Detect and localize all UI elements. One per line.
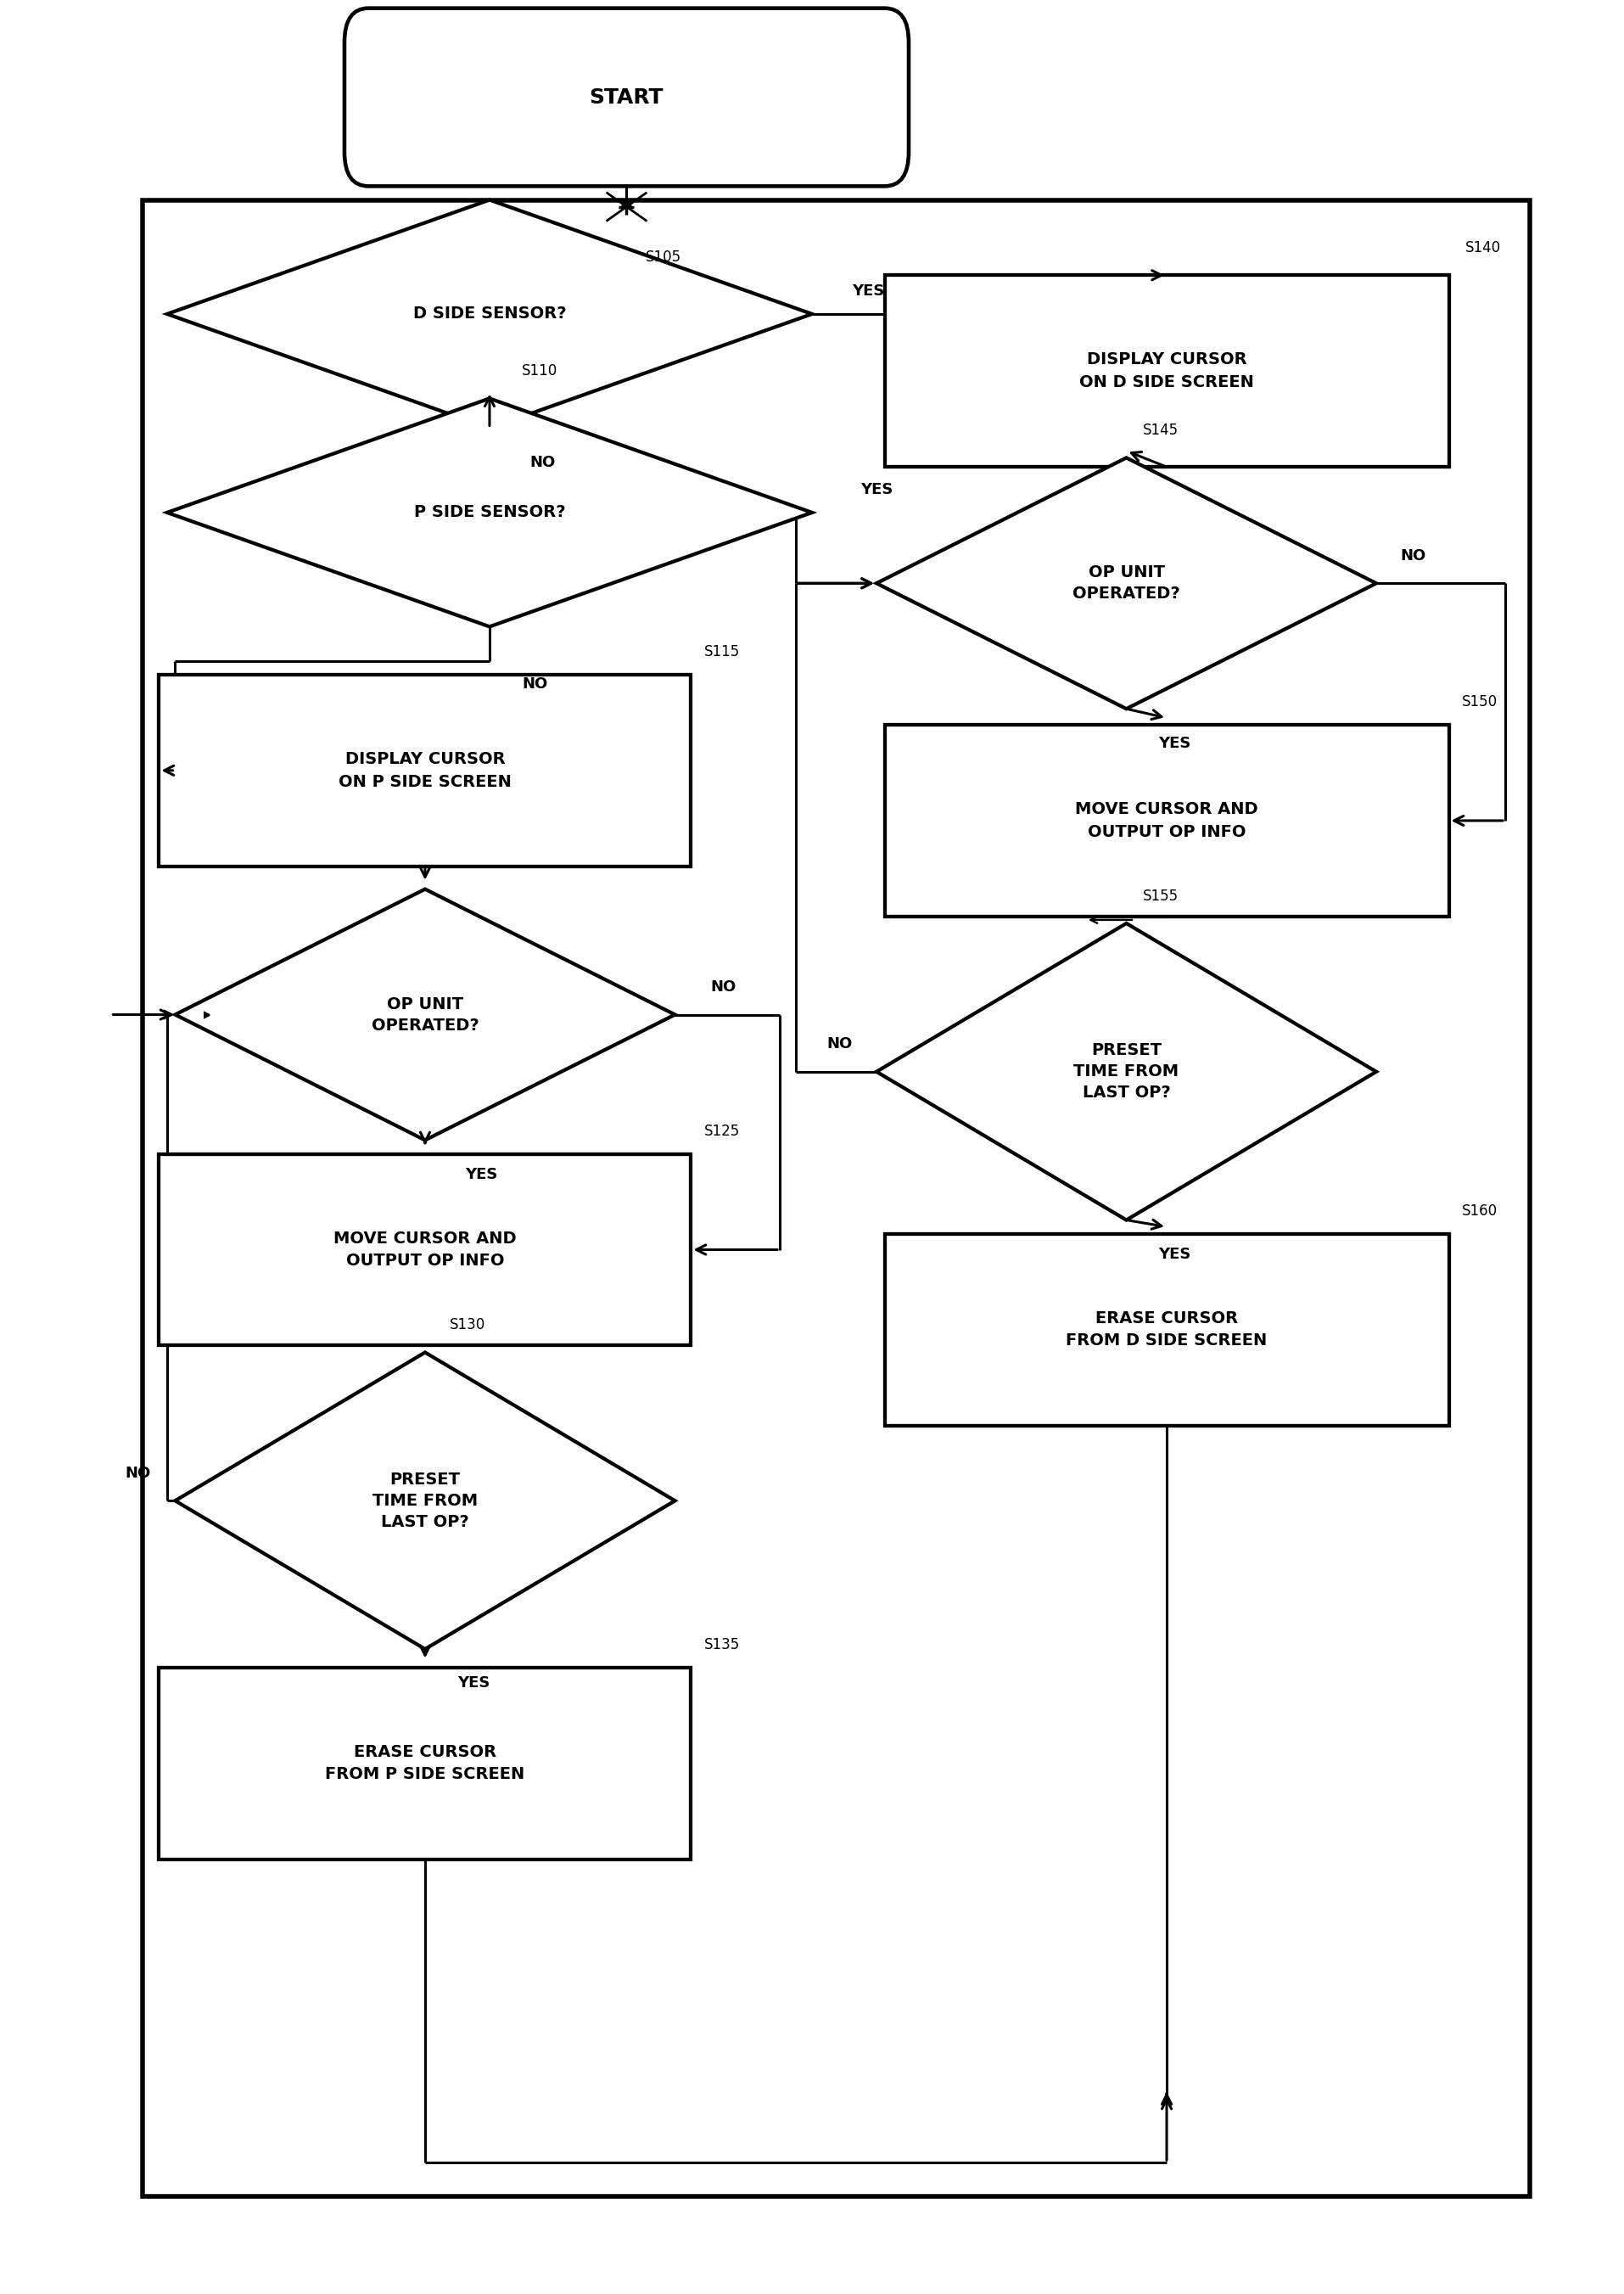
- Text: OP UNIT
OPERATED?: OP UNIT OPERATED?: [1072, 564, 1181, 601]
- Text: MOVE CURSOR AND
OUTPUT OP INFO: MOVE CURSOR AND OUTPUT OP INFO: [333, 1230, 516, 1269]
- Text: YES: YES: [1158, 736, 1190, 750]
- Polygon shape: [167, 200, 812, 429]
- Bar: [885, 1234, 1449, 1425]
- Text: NO: NO: [521, 677, 547, 690]
- Text: DISPLAY CURSOR
ON D SIDE SCREEN: DISPLAY CURSOR ON D SIDE SCREEN: [1080, 351, 1254, 390]
- Text: YES: YES: [466, 1168, 499, 1181]
- Bar: [143, 200, 1530, 2198]
- Text: ERASE CURSOR
FROM P SIDE SCREEN: ERASE CURSOR FROM P SIDE SCREEN: [325, 1743, 525, 1782]
- Text: S105: S105: [646, 250, 682, 264]
- Text: START: START: [590, 87, 664, 108]
- FancyBboxPatch shape: [344, 9, 909, 186]
- Text: ERASE CURSOR
FROM D SIDE SCREEN: ERASE CURSOR FROM D SIDE SCREEN: [1065, 1310, 1267, 1349]
- Text: NO: NO: [1400, 548, 1426, 564]
- Text: PRESET
TIME FROM
LAST OP?: PRESET TIME FROM LAST OP?: [372, 1470, 477, 1530]
- Bar: [159, 674, 692, 867]
- Bar: [159, 1668, 692, 1858]
- Polygon shape: [175, 890, 676, 1140]
- Text: S125: S125: [703, 1124, 741, 1138]
- Text: PRESET
TIME FROM
LAST OP?: PRESET TIME FROM LAST OP?: [1073, 1041, 1179, 1101]
- Polygon shape: [167, 399, 812, 626]
- Text: S110: S110: [521, 362, 557, 379]
- Text: D SIDE SENSOR?: D SIDE SENSOR?: [412, 305, 567, 321]
- Text: S160: S160: [1462, 1204, 1497, 1218]
- Text: S140: S140: [1465, 241, 1501, 255]
- Text: YES: YES: [853, 284, 885, 298]
- Bar: [885, 275, 1449, 468]
- Text: NO: NO: [529, 454, 555, 470]
- Text: S115: S115: [703, 645, 741, 658]
- Polygon shape: [877, 459, 1376, 709]
- Text: YES: YES: [1158, 1246, 1190, 1262]
- Text: YES: YES: [861, 482, 893, 498]
- Text: S150: S150: [1462, 695, 1497, 709]
- Text: OP UNIT
OPERATED?: OP UNIT OPERATED?: [372, 996, 479, 1032]
- Text: MOVE CURSOR AND
OUTPUT OP INFO: MOVE CURSOR AND OUTPUT OP INFO: [1075, 801, 1259, 840]
- Text: S155: S155: [1143, 888, 1179, 904]
- Text: P SIDE SENSOR?: P SIDE SENSOR?: [414, 505, 565, 521]
- Polygon shape: [877, 924, 1376, 1220]
- Text: YES: YES: [458, 1675, 490, 1691]
- Text: NO: NO: [710, 980, 736, 996]
- Text: NO: NO: [827, 1037, 853, 1053]
- Text: DISPLAY CURSOR
ON P SIDE SCREEN: DISPLAY CURSOR ON P SIDE SCREEN: [338, 750, 512, 789]
- Bar: [159, 1154, 692, 1347]
- Text: S135: S135: [703, 1638, 741, 1652]
- Bar: [885, 725, 1449, 918]
- Text: NO: NO: [125, 1466, 151, 1482]
- Text: S130: S130: [450, 1317, 486, 1333]
- Polygon shape: [175, 1353, 676, 1649]
- Text: S145: S145: [1143, 422, 1179, 438]
